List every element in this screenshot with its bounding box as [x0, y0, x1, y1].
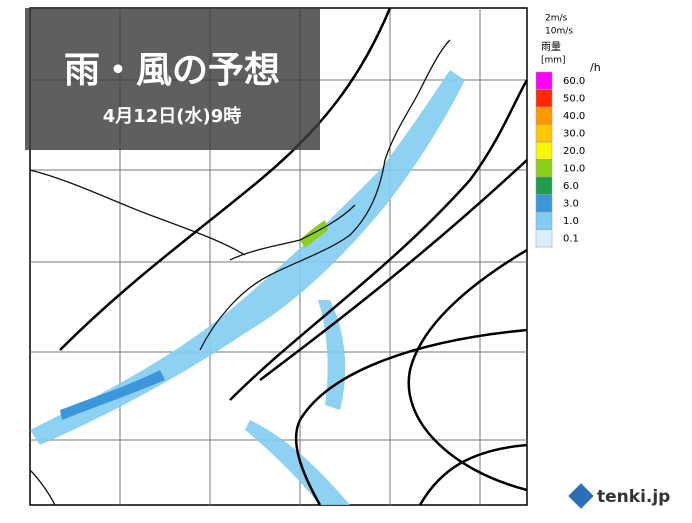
legend-swatch — [535, 141, 553, 160]
legend-label: 30.0 — [563, 128, 585, 139]
rain-heavy — [60, 370, 165, 420]
brand: tenki.jp — [597, 487, 670, 507]
legend-label: 0.1 — [563, 233, 579, 244]
legend-swatch — [535, 229, 553, 248]
legend-label: 3.0 — [563, 198, 579, 209]
isobars — [59, 7, 529, 506]
title-box — [25, 8, 320, 150]
legend: 60.0 50.0 40.0 30.0 20.0 10.0 6.0 3.0 1.0 0.1 — [535, 71, 585, 248]
brand-logo — [568, 483, 594, 509]
legend-label: 40.0 — [563, 111, 585, 122]
legend-label: 6.0 — [563, 181, 579, 192]
coastlines — [29, 39, 451, 506]
legend-swatch — [535, 211, 553, 230]
legend-unit: [mm] — [541, 56, 566, 66]
legend-label: 60.0 — [563, 76, 585, 87]
legend-label: 50.0 — [563, 93, 585, 104]
legend-swatch — [535, 71, 553, 90]
wind-legend: 10m/s — [545, 27, 573, 37]
subtitle: 4月12日(水)9時 — [103, 105, 242, 127]
legend-title: 雨量 — [541, 41, 561, 53]
legend-swatch — [535, 159, 553, 178]
legend-swatch — [535, 176, 553, 195]
legend-swatch — [535, 194, 553, 213]
legend-label: 1.0 — [563, 216, 579, 227]
legend-swatch — [535, 106, 553, 125]
legend-per: /h — [590, 61, 601, 74]
legend-label: 20.0 — [563, 146, 585, 157]
rain-peak — [300, 220, 328, 248]
title: 雨・風の予想 — [64, 50, 280, 91]
wind-legend: 2m/s — [545, 14, 568, 24]
legend-label: 10.0 — [563, 163, 585, 174]
legend-swatch — [535, 124, 553, 143]
legend-swatch — [535, 89, 553, 108]
